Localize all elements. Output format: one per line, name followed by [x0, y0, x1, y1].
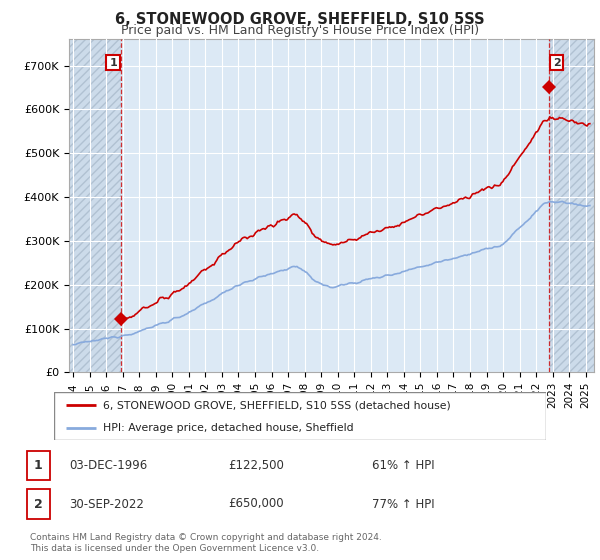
- Text: 6, STONEWOOD GROVE, SHEFFIELD, S10 5SS (detached house): 6, STONEWOOD GROVE, SHEFFIELD, S10 5SS (…: [103, 400, 451, 410]
- Text: 1: 1: [109, 58, 117, 68]
- Text: 2: 2: [34, 497, 43, 511]
- Text: 30-SEP-2022: 30-SEP-2022: [69, 497, 144, 511]
- Text: 2: 2: [553, 58, 560, 68]
- Text: HPI: Average price, detached house, Sheffield: HPI: Average price, detached house, Shef…: [103, 423, 354, 433]
- Bar: [548, 39, 594, 372]
- Text: 03-DEC-1996: 03-DEC-1996: [69, 459, 147, 473]
- Text: 1: 1: [34, 459, 43, 473]
- Text: Contains HM Land Registry data © Crown copyright and database right 2024.
This d: Contains HM Land Registry data © Crown c…: [30, 533, 382, 553]
- Text: 6, STONEWOOD GROVE, SHEFFIELD, S10 5SS: 6, STONEWOOD GROVE, SHEFFIELD, S10 5SS: [115, 12, 485, 27]
- Text: £122,500: £122,500: [228, 459, 284, 473]
- Text: 61% ↑ HPI: 61% ↑ HPI: [372, 459, 434, 473]
- Text: Price paid vs. HM Land Registry's House Price Index (HPI): Price paid vs. HM Land Registry's House …: [121, 24, 479, 36]
- Text: 77% ↑ HPI: 77% ↑ HPI: [372, 497, 434, 511]
- Bar: [69, 39, 121, 372]
- Text: £650,000: £650,000: [228, 497, 284, 511]
